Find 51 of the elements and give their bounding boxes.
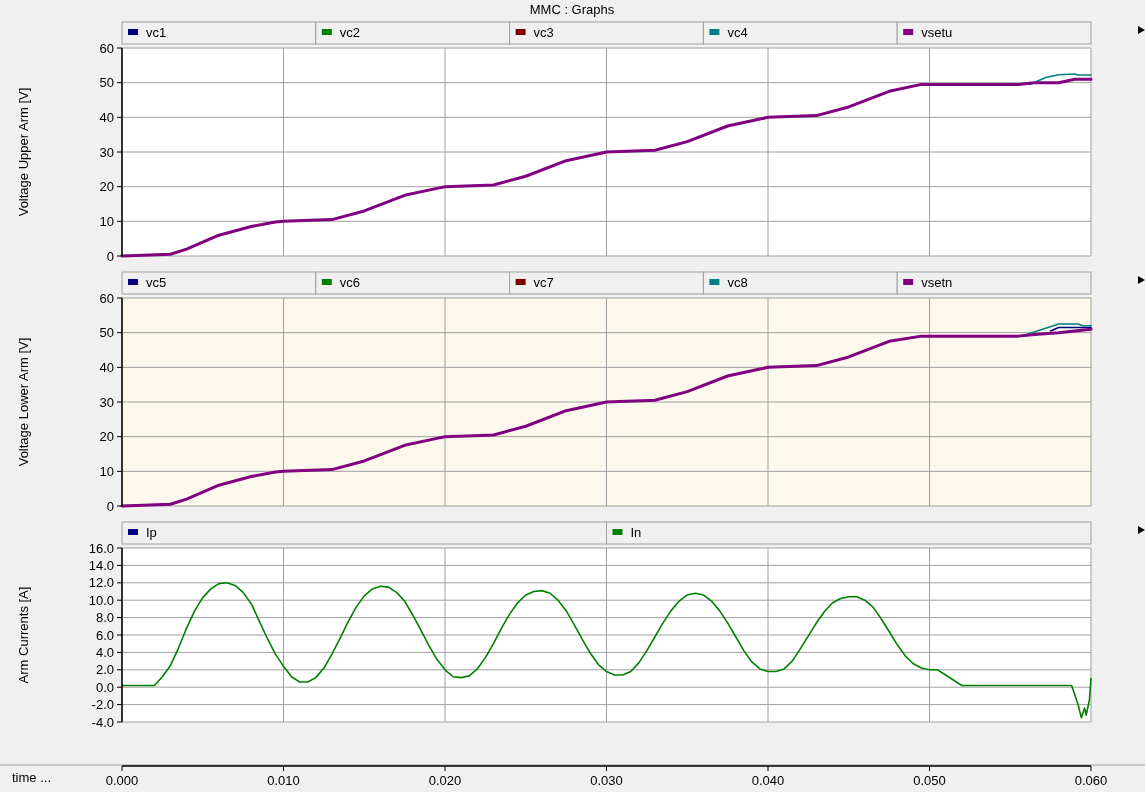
legend-label: vc6 [339, 275, 361, 290]
y-tick-label: 12.0 [88, 575, 114, 591]
y-tick-label: 14.0 [88, 557, 114, 573]
x-tick-label: 0.020 [428, 773, 462, 788]
x-axis-title: time ... [12, 770, 52, 785]
x-tick-label: 0.030 [590, 773, 623, 788]
y-tick-label: 40 [99, 359, 114, 375]
legend-label: vc8 [727, 275, 748, 290]
y-tick-label: 30 [99, 144, 114, 160]
chart-title: MMC : Graphs [529, 2, 615, 17]
x-tick-label: 0.000 [105, 773, 139, 788]
y-tick-label: 50 [99, 325, 114, 341]
y-tick-label: 6.0 [95, 627, 114, 643]
y-axis-title: Voltage Lower Arm [V] [16, 337, 31, 467]
x-tick-label: 0.010 [267, 773, 300, 788]
x-tick-label: 0.050 [913, 773, 946, 788]
legend-label: vc7 [533, 275, 554, 290]
legend-label: Ip [146, 525, 157, 540]
legend-label: vsetn [921, 275, 953, 290]
y-tick-label: 60 [99, 290, 114, 306]
y-tick-label: 40 [99, 109, 114, 125]
legend-label: vc3 [533, 25, 554, 40]
y-tick-label: 2.0 [95, 662, 114, 678]
y-tick-label: 16.0 [88, 540, 114, 556]
y-tick-label: 10.0 [88, 592, 114, 608]
y-tick-label: 20 [99, 429, 114, 445]
legend-label: vsetu [921, 25, 953, 40]
y-tick-label: 60 [99, 40, 114, 56]
y-tick-label: 30 [99, 394, 114, 410]
legend-label: vc2 [339, 25, 361, 40]
y-axis-title: Voltage Upper Arm [V] [16, 87, 31, 217]
y-tick-label: 0.0 [95, 679, 114, 695]
y-tick-label: 20 [99, 179, 114, 195]
line-series [1025, 323, 1092, 336]
y-tick-label: 0 [106, 498, 114, 514]
y-tick-label: 0 [106, 248, 114, 264]
y-tick-label: 10 [99, 463, 114, 479]
y-axis-title: Arm Currents [A] [16, 586, 31, 684]
y-tick-label: 10 [99, 213, 114, 229]
x-tick-label: 0.040 [751, 773, 785, 788]
y-tick-label: -4.0 [91, 714, 114, 730]
x-tick-label: 0.060 [1074, 773, 1108, 788]
y-tick-label: 8.0 [95, 610, 114, 626]
y-tick-label: 4.0 [95, 644, 114, 660]
legend-label: vc4 [727, 25, 748, 40]
y-tick-label: -2.0 [91, 697, 114, 713]
y-tick-label: 50 [99, 75, 114, 91]
legend-label: vc1 [146, 25, 167, 40]
legend-label: vc5 [146, 275, 167, 290]
legend-label: In [630, 525, 642, 540]
line-series [121, 582, 1092, 719]
